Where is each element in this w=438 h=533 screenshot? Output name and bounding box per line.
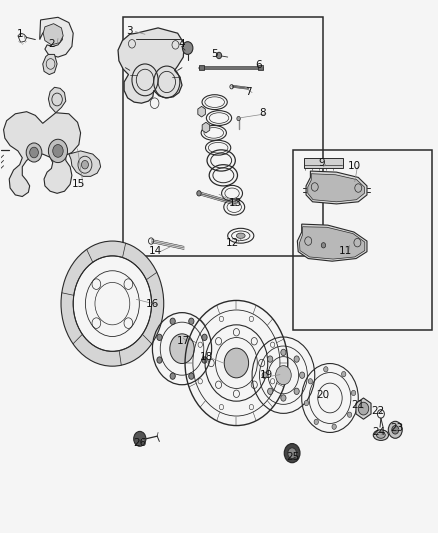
Bar [258,65,262,70]
Wedge shape [61,241,164,366]
Circle shape [281,349,286,356]
Circle shape [170,373,175,379]
Circle shape [288,448,297,458]
Circle shape [342,372,346,377]
Circle shape [347,412,352,417]
Text: 16: 16 [146,298,159,309]
Circle shape [189,318,194,325]
Text: 14: 14 [149,246,162,256]
Circle shape [157,334,162,341]
Text: 9: 9 [318,158,325,168]
Text: 18: 18 [199,352,212,361]
Circle shape [281,395,286,401]
Circle shape [332,424,336,430]
Text: 4: 4 [179,39,185,49]
Text: 12: 12 [226,238,239,248]
Text: 19: 19 [259,370,272,380]
Circle shape [321,243,325,248]
Circle shape [294,388,299,394]
Polygon shape [4,112,81,197]
Circle shape [262,372,267,378]
Circle shape [314,419,318,425]
Polygon shape [198,107,205,117]
Circle shape [276,366,291,385]
Circle shape [389,421,402,438]
Text: 2: 2 [48,39,55,49]
Circle shape [81,160,88,169]
Text: 20: 20 [316,390,329,400]
Circle shape [183,42,193,54]
Circle shape [157,357,162,363]
Text: 21: 21 [352,400,365,410]
Text: 3: 3 [127,26,133,36]
Circle shape [294,356,299,362]
Circle shape [304,400,309,406]
Circle shape [170,318,175,325]
Circle shape [53,144,63,157]
Circle shape [308,378,313,384]
Circle shape [358,402,369,415]
Polygon shape [40,17,73,57]
Circle shape [197,191,201,196]
Circle shape [237,116,240,120]
Text: 7: 7 [245,86,252,96]
Ellipse shape [377,432,385,438]
Polygon shape [202,122,210,133]
Ellipse shape [237,233,245,238]
Polygon shape [300,227,365,259]
Text: 24: 24 [373,427,386,437]
Polygon shape [43,54,57,75]
Circle shape [26,143,42,162]
Text: 23: 23 [390,423,403,433]
Polygon shape [118,28,184,103]
Text: 22: 22 [372,406,385,416]
Text: 13: 13 [229,198,242,208]
Circle shape [189,373,194,379]
Polygon shape [308,174,364,202]
Polygon shape [43,23,63,45]
Polygon shape [297,224,367,261]
Polygon shape [69,151,101,176]
Circle shape [48,139,67,163]
Circle shape [268,356,273,362]
Circle shape [351,390,356,395]
Text: 15: 15 [72,179,85,189]
Circle shape [324,367,328,372]
Text: 8: 8 [259,108,266,118]
Circle shape [216,52,222,59]
Ellipse shape [373,430,389,440]
Circle shape [300,372,305,378]
Circle shape [170,334,194,364]
Bar [304,158,343,168]
Circle shape [202,357,207,363]
Text: 6: 6 [255,60,261,70]
Circle shape [284,443,300,463]
Text: 5: 5 [212,50,218,59]
Text: 26: 26 [133,438,146,448]
Circle shape [392,425,399,434]
Bar [199,65,204,70]
Polygon shape [48,87,66,113]
Text: 10: 10 [347,161,360,171]
Circle shape [202,334,207,341]
Circle shape [224,348,249,378]
Text: 1: 1 [16,29,23,39]
Circle shape [134,431,146,446]
Polygon shape [306,171,367,204]
Polygon shape [356,398,371,419]
Text: 25: 25 [286,453,300,463]
Circle shape [30,147,39,158]
Text: 17: 17 [177,336,190,346]
Text: 11: 11 [339,246,352,256]
Circle shape [268,388,273,394]
